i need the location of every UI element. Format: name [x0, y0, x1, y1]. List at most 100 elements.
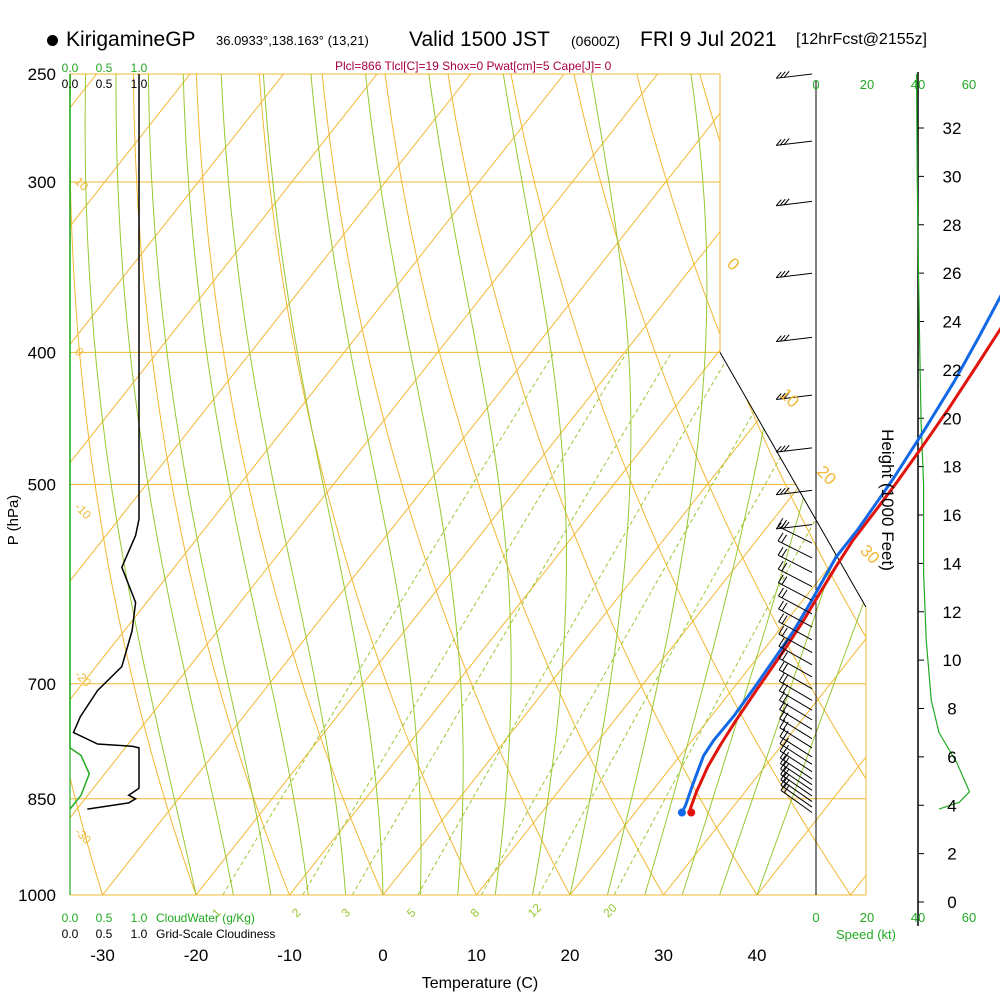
dry-adiabat [816, 74, 866, 895]
height-tick-label: 14 [943, 554, 962, 573]
dewpoint-line [680, 294, 1000, 814]
cloudwater-line [69, 74, 91, 810]
dry-adiabat [630, 74, 866, 895]
surface-temperature-dot [687, 808, 696, 817]
sounding-lines [677, 294, 1000, 817]
wind-barb [777, 574, 813, 601]
frame-right-slant [719, 352, 867, 608]
wind-barb [775, 392, 813, 400]
height-tick-label: 26 [943, 264, 962, 283]
valid-date: FRI 9 Jul 2021 [640, 28, 777, 51]
wind-barb [778, 672, 813, 701]
isotherm-line [0, 74, 3, 895]
isotherm-line [70, 74, 658, 895]
pressure-tick-label: 700 [28, 675, 56, 694]
moist-adiabat [365, 74, 464, 895]
moist-adiabat [115, 74, 234, 895]
speed-tick-label-top: 20 [860, 77, 874, 92]
station-name: KirigamineGP [66, 28, 196, 51]
wind-barb [775, 198, 813, 207]
mixing-ratio-line [417, 352, 732, 895]
isotherm-line [70, 74, 471, 895]
moist-adiabat [220, 74, 347, 895]
speed-tick-label-bottom: 20 [860, 910, 874, 925]
moist-adiabat [606, 74, 708, 895]
cloudiness-scale-bottom: 0.0 [62, 927, 79, 941]
surface-dewpoint-dot [677, 808, 686, 817]
wind-barb [775, 71, 813, 79]
speed-tick-label-top: 40 [911, 77, 925, 92]
isotherm-line [70, 74, 284, 895]
height-tick-label: 6 [947, 748, 956, 767]
mixing-ratio-line [538, 352, 841, 895]
dry-adiabat [568, 74, 866, 895]
cloudiness-line [72, 74, 140, 810]
wind-barb [778, 600, 813, 628]
height-tick-label: 10 [943, 651, 962, 670]
dry-adiabat [257, 74, 492, 895]
wind-barb [777, 546, 813, 573]
dry-adiabat [319, 74, 587, 895]
cloudiness-scale-top: 0.0 [62, 77, 79, 91]
dry-adiabat [195, 74, 397, 895]
speed-tick-label-top: 0 [812, 77, 819, 92]
height-tick-label: 22 [943, 361, 962, 380]
mixing-ratio-label: 12 [525, 901, 545, 921]
height-tick-label: 28 [943, 216, 962, 235]
dry-adiabat [70, 74, 113, 895]
plot-frame [69, 72, 924, 926]
dry-adiabat [0, 50, 17, 924]
height-tick-label: 32 [943, 119, 962, 138]
wind-barb [777, 532, 813, 559]
mixing-ratio-line [480, 352, 789, 895]
temperature-tick-label: -30 [90, 946, 115, 965]
cloudwater-scale-top: 1.0 [131, 61, 148, 75]
wind-barb [778, 637, 813, 666]
isotherm-line [70, 74, 378, 895]
wind-barb [778, 649, 813, 678]
height-tick-label: 18 [943, 458, 962, 477]
height-tick-label: 16 [943, 506, 962, 525]
temperature-tick-label: -10 [277, 946, 302, 965]
wind-barb [778, 613, 813, 641]
wind-barb [775, 487, 813, 496]
pressure-tick-label: 400 [28, 343, 56, 362]
height-tick-label: 30 [943, 167, 962, 186]
temperature-line [688, 326, 1000, 813]
wind-barb [775, 270, 813, 279]
dry-adiabat [381, 74, 681, 895]
cloudwater-scale-bottom: 1.0 [131, 911, 148, 925]
wind-barb [778, 625, 813, 653]
wind-barb [778, 587, 813, 615]
isotherm-line [70, 74, 565, 895]
cloudwater-scale-top: 0.0 [62, 61, 79, 75]
mixing-ratio-line [613, 352, 866, 895]
height-tick-label: 20 [943, 409, 962, 428]
temperature-tick-label: 40 [748, 946, 767, 965]
height-tick-label: 2 [947, 845, 956, 864]
cloudiness-scale-bottom: 1.0 [131, 927, 148, 941]
cloudiness-scale-bottom: 0.5 [96, 927, 113, 941]
wind-barb [775, 334, 813, 343]
isotherm-line [850, 74, 866, 895]
station-bullet-icon [47, 35, 58, 46]
y-axis-title: P (hPa) [5, 495, 22, 546]
pressure-tick-label: 300 [28, 173, 56, 192]
isotherm-line [663, 74, 866, 895]
temperature-tick-label: 10 [467, 946, 486, 965]
valid-utc: (0600Z) [571, 33, 621, 49]
forecast-info: [12hrFcst@2155z] [796, 31, 927, 48]
height-tick-label: 0 [947, 893, 956, 912]
isotherm-label: -10 [72, 500, 94, 522]
cloudwater-scale-top: 0.5 [96, 61, 113, 75]
x-axis-title: Temperature (C) [422, 975, 538, 992]
mixing-ratio-line [222, 352, 555, 895]
isotherm-label: 10 [776, 385, 803, 412]
moist-adiabat [719, 74, 866, 895]
moist-adiabat [502, 74, 567, 895]
mixing-ratio-label: 5 [404, 905, 419, 920]
isotherm-line [102, 74, 752, 895]
speed-tick-label-bottom: 40 [911, 910, 925, 925]
